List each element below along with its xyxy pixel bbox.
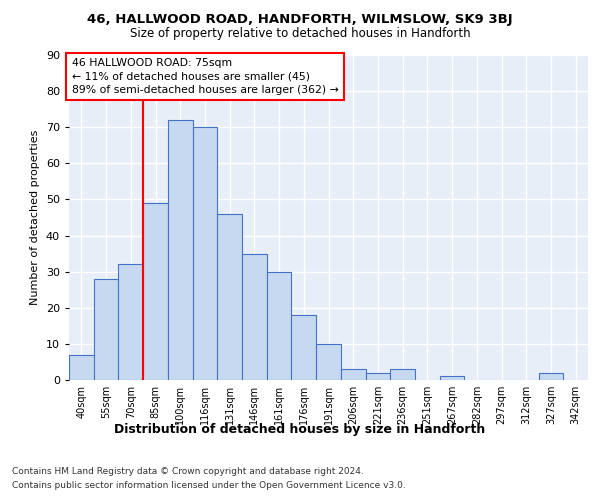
Text: 46 HALLWOOD ROAD: 75sqm
← 11% of detached houses are smaller (45)
89% of semi-de: 46 HALLWOOD ROAD: 75sqm ← 11% of detache… — [71, 58, 338, 94]
Bar — [390, 369, 415, 380]
Bar — [267, 272, 292, 380]
Bar — [168, 120, 193, 380]
Bar — [143, 203, 168, 380]
Bar — [217, 214, 242, 380]
Bar — [440, 376, 464, 380]
Text: Size of property relative to detached houses in Handforth: Size of property relative to detached ho… — [130, 28, 470, 40]
Bar — [94, 279, 118, 380]
Bar — [316, 344, 341, 380]
Bar — [118, 264, 143, 380]
Bar — [365, 373, 390, 380]
Text: Contains HM Land Registry data © Crown copyright and database right 2024.: Contains HM Land Registry data © Crown c… — [12, 468, 364, 476]
Bar — [539, 373, 563, 380]
Y-axis label: Number of detached properties: Number of detached properties — [30, 130, 40, 305]
Text: Distribution of detached houses by size in Handforth: Distribution of detached houses by size … — [115, 422, 485, 436]
Bar — [341, 369, 365, 380]
Text: 46, HALLWOOD ROAD, HANDFORTH, WILMSLOW, SK9 3BJ: 46, HALLWOOD ROAD, HANDFORTH, WILMSLOW, … — [87, 12, 513, 26]
Bar — [193, 127, 217, 380]
Bar — [292, 315, 316, 380]
Bar — [242, 254, 267, 380]
Text: Contains public sector information licensed under the Open Government Licence v3: Contains public sector information licen… — [12, 481, 406, 490]
Bar — [69, 354, 94, 380]
